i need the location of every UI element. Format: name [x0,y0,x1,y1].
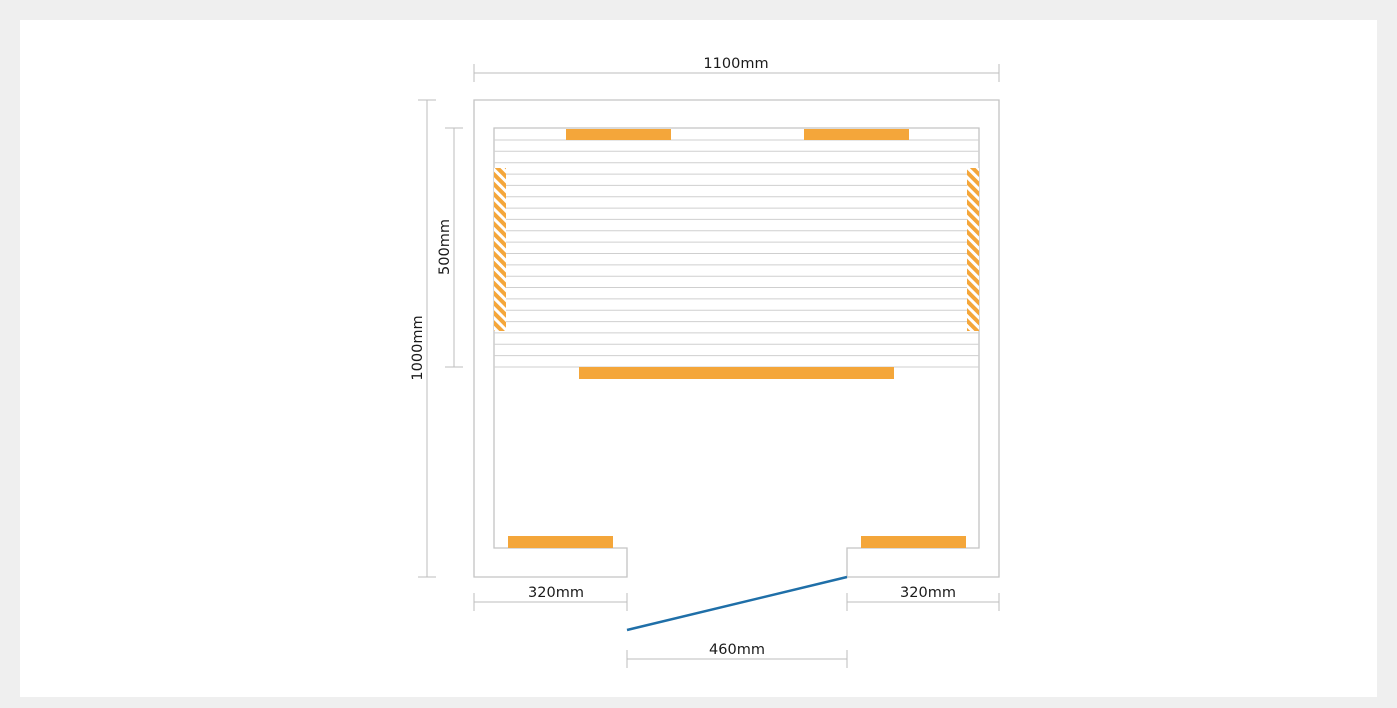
heater-under-bench [579,367,894,379]
label-bench-depth: 500mm [437,219,453,275]
dimension-line-door [626,650,848,668]
sauna-floor-plan: 1100mm 1000mm 500mm 320mm 320mm 460mm [410,56,1000,668]
sauna-walls [473,99,1000,578]
dimension-line-width [473,64,1000,82]
dimension-line-front-right [846,593,1000,611]
label-overall-depth: 1000mm [410,315,426,380]
dimension-line-front-left [473,593,628,611]
heater-front-left [508,536,613,548]
label-front-right-wall: 320mm [900,585,956,601]
heater-front-right [861,536,966,548]
bench-slats [494,139,979,368]
heater-back-right [804,129,909,140]
dimension-line-depth [418,99,436,578]
door [626,575,848,632]
label-front-left-wall: 320mm [528,585,584,601]
label-overall-width: 1100mm [703,56,768,72]
label-door-opening: 460mm [709,642,765,658]
heater-side-right [967,168,979,331]
heater-back-left [566,129,671,140]
diagram-canvas: 1100mm 1000mm 500mm 320mm 320mm 460mm [20,20,1377,697]
dimension-line-bench [445,127,463,368]
heater-side-left [494,168,506,331]
